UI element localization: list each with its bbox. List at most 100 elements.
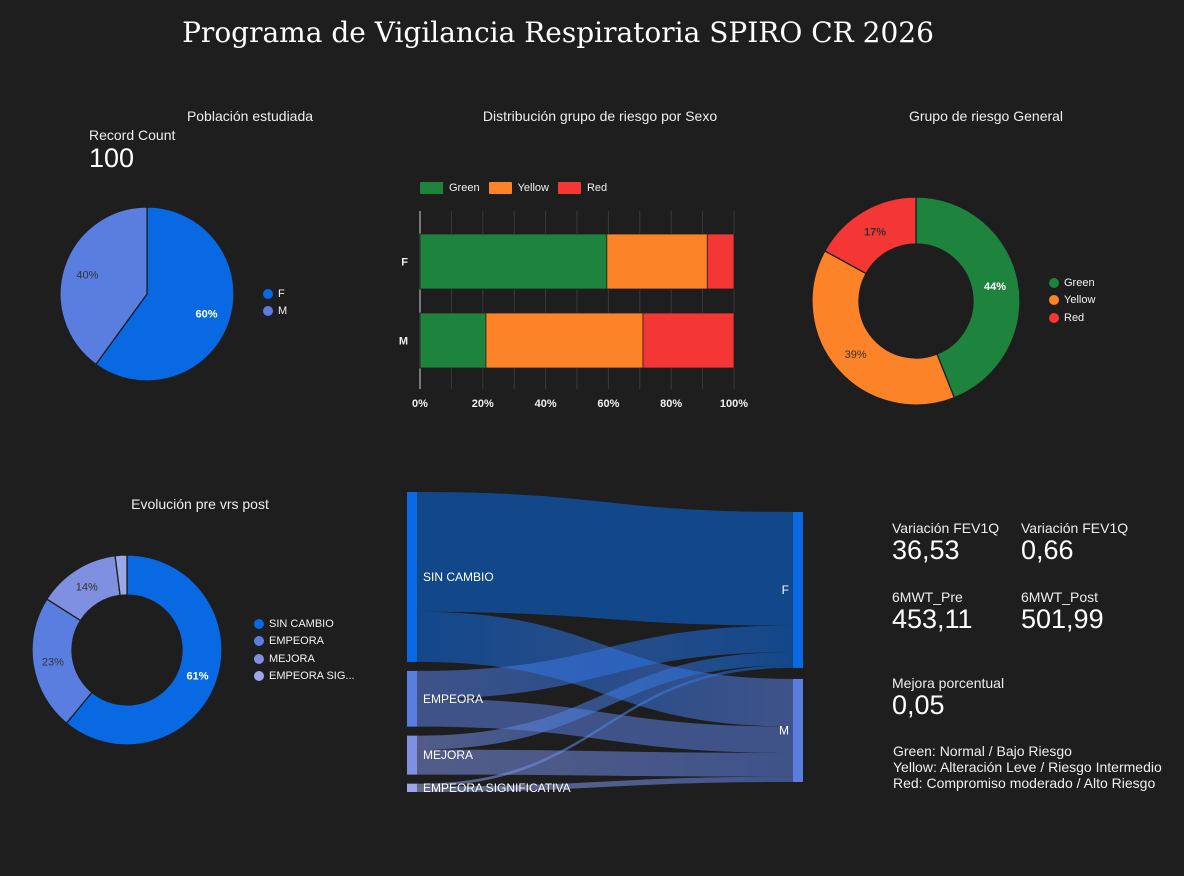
sankey-link-empeora-significativa-m [417, 776, 793, 792]
legend-dot-red [1049, 312, 1059, 323]
legend-dot-sin-cambio [254, 618, 264, 629]
y-tick-label-m: M [399, 336, 408, 348]
riesgo-sexo-chart-title: Distribución grupo de riesgo por Sexo [482, 108, 718, 124]
riesgo-general-donut-chart: 44% 39% 17% [811, 196, 1021, 406]
sankey-node-sin-cambio [407, 492, 417, 662]
x-tick-label: 100% [720, 398, 748, 410]
legend-item-m: M [263, 303, 287, 321]
bar-f-yellow [606, 233, 708, 290]
kpi-6mwt-post-value: 501,99 [1021, 604, 1104, 634]
evolucion-sankey-chart: SIN CAMBIO EMPEORA MEJORA EMPEORA SIGNIFICA… [407, 492, 803, 795]
legend-dot-mejora [254, 653, 264, 664]
evolucion-chart-title: Evolución pre vrs post [131, 496, 269, 512]
x-tick-label: 20% [472, 398, 494, 410]
slice-label-green: 44% [984, 281, 1006, 293]
x-tick-label: 60% [597, 398, 619, 410]
sankey-label-empeora: EMPEORA [423, 692, 483, 706]
legend-dot-empeora [254, 636, 264, 647]
legend-item-f: F [263, 285, 287, 303]
kpi-variacion-fev1q-label: Variación FEV1Q [892, 520, 1000, 536]
y-tick-label-f: F [401, 257, 408, 269]
slice-label-empeora: 23% [42, 657, 64, 669]
legend-label-green: Green [1064, 276, 1095, 289]
sankey-label-m: M [779, 723, 789, 737]
sankey-link-mejora-f [417, 652, 793, 750]
legend-dot-yellow [1049, 295, 1059, 306]
kpi-6mwt-pre-label: 6MWT_Pre [892, 589, 963, 605]
note-red: Red: Compromiso moderado / Alto Riesgo [893, 775, 1156, 791]
kpi-mejora-porcentual-label: Mejora porcentual [892, 675, 1005, 691]
legend-item-empeora: EMPEORA [254, 633, 355, 651]
legend-label-empeora-significativa: EMPEORA SIG... [269, 670, 355, 683]
sankey-node-empeora-significativa [407, 783, 417, 792]
sankey-link-sin-cambio-f [417, 492, 793, 626]
slice-m [59, 206, 148, 366]
legend-item-red: Red [557, 182, 608, 194]
legend-item-sin-cambio: SIN CAMBIO [254, 615, 355, 633]
legend-item-mejora: MEJORA [254, 650, 355, 668]
kpi-variacion-fev1q-2-label: Variación FEV1Q [1021, 520, 1129, 536]
bar-f-red [706, 233, 735, 290]
page-title: Programa de Vigilancia Respiratoria SPIR… [182, 16, 934, 49]
legend-item-yellow: Yellow [488, 182, 549, 194]
legend-label-sin-cambio: SIN CAMBIO [269, 617, 334, 630]
legend-label-yellow: Yellow [1064, 294, 1096, 307]
poblacion-chart-title: Población estudiada [186, 108, 314, 124]
legend-item-yellow: Yellow [1049, 292, 1095, 310]
slice-yellow [811, 250, 956, 406]
legend-swatch-green [420, 182, 443, 194]
kpi-variacion-fev1q-2-value: 0,66 [1021, 535, 1074, 565]
sankey-label-mejora: MEJORA [423, 748, 473, 762]
x-tick-label: 0% [412, 398, 428, 410]
sankey-link-empeora-f [417, 625, 793, 699]
legend-dot-m [263, 306, 273, 317]
slice-green [915, 196, 1021, 399]
x-tick-label: 80% [660, 398, 682, 410]
sexo-pie-chart: 60% 40% [59, 206, 235, 382]
slice-sin-cambio [65, 554, 223, 746]
sankey-node-f [793, 512, 803, 668]
legend-label-mejora: MEJORA [269, 652, 315, 665]
slice-red [823, 196, 917, 275]
legend-label-yellow: Yellow [517, 182, 549, 194]
slice-label-red: 17% [864, 227, 886, 239]
sankey-node-m [793, 678, 803, 782]
legend-item-empeora-significativa: EMPEORA SIG... [254, 668, 355, 686]
sankey-link-mejora-m [417, 749, 793, 777]
slice-label-mejora: 14% [76, 582, 98, 594]
legend-label-green: Green [449, 182, 480, 194]
legend-dot-green [1049, 277, 1059, 288]
slice-label-m: 40% [76, 270, 98, 282]
kpi-mejora-porcentual-value: 0,05 [892, 690, 945, 720]
legend-dot-f [263, 288, 273, 299]
riesgo-general-chart-title: Grupo de riesgo General [908, 108, 1064, 124]
kpi-6mwt-pre-value: 453,11 [892, 604, 973, 634]
legend-dot-empeora-significativa [254, 671, 264, 682]
riesgo-general-legend: Green Yellow Red [1049, 274, 1095, 327]
sankey-label-f: F [782, 583, 789, 597]
sankey-label-empeora-significativa: EMPEORA SIGNIFICATIVA [423, 781, 571, 795]
note-green: Green: Normal / Bajo Riesgo [893, 743, 1072, 759]
sankey-node-mejora [407, 735, 417, 775]
legend-label-red: Red [1064, 311, 1085, 324]
sankey-node-empeora [407, 670, 417, 727]
record-count-value: 100 [89, 143, 135, 173]
kpi-variacion-fev1q-value: 36,53 [892, 535, 960, 565]
slice-empeora-significativa [114, 554, 128, 597]
sankey-link-empeora-significativa-f [417, 665, 793, 787]
kpi-6mwt-post-label: 6MWT_Post [1021, 589, 1099, 605]
sankey-label-sin-cambio: SIN CAMBIO [423, 570, 494, 584]
legend-label-m: M [278, 305, 288, 318]
legend-label-red: Red [586, 182, 608, 194]
legend-swatch-red [557, 182, 581, 194]
note-yellow: Yellow: Alteración Leve / Riesgo Interme… [893, 759, 1162, 775]
risk-legend-notes: Green: Normal / Bajo Riesgo Yellow: Alte… [893, 743, 1163, 791]
bar-f-green [419, 233, 608, 290]
legend-item-green: Green [1049, 274, 1095, 292]
legend-label-empeora: EMPEORA [269, 635, 325, 648]
legend-swatch-yellow [488, 182, 512, 194]
bar-m-red [642, 312, 735, 369]
slice-label-yellow: 39% [845, 349, 867, 361]
riesgo-sexo-legend: Green Yellow Red [420, 182, 616, 194]
